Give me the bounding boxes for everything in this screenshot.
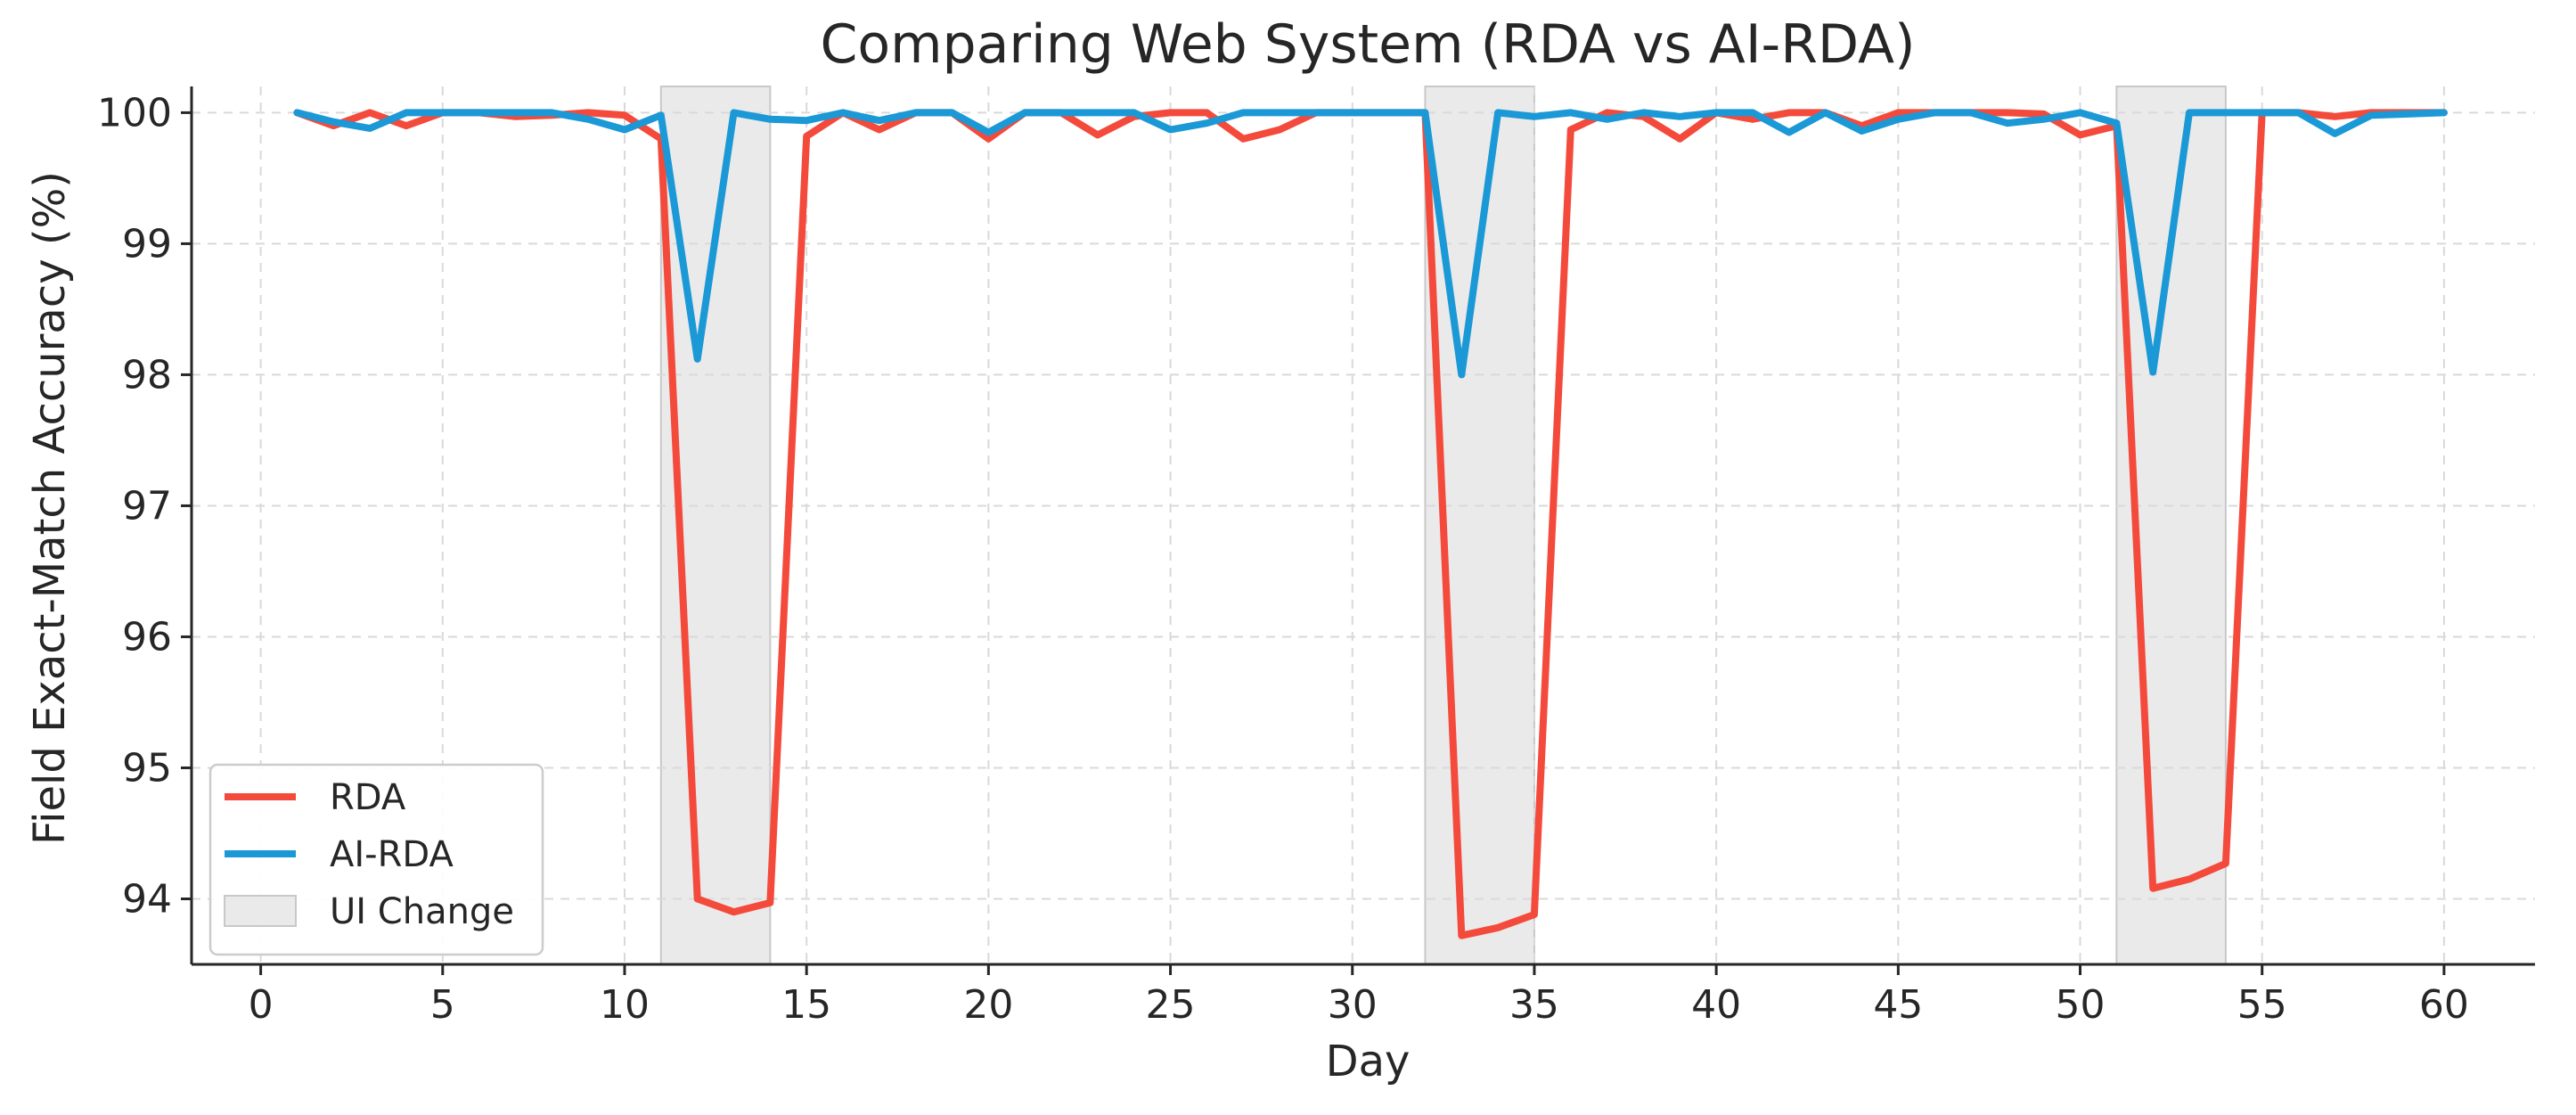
y-tick-label-100: 100 [97,90,172,135]
x-tick-label-0: 0 [249,982,274,1028]
x-tick-label-15: 15 [781,982,831,1028]
axes [190,86,2535,966]
y-tick-label-96: 96 [122,614,172,660]
y-tick-label-98: 98 [122,352,172,398]
series-line-ai-rda [293,109,2448,379]
x-tick-label-40: 40 [1691,982,1741,1028]
x-tick-label-20: 20 [963,982,1013,1028]
chart-title: Comparing Web System (RDA vs AI-RDA) [820,13,1915,76]
y-tick-label-94: 94 [122,876,172,922]
x-tick-label-50: 50 [2056,982,2106,1028]
legend-label-ui-change: UI Change [330,891,514,932]
x-tick-label-10: 10 [600,982,650,1028]
y-axis-label: Field Exact-Match Accuracy (%) [25,171,75,845]
y-tick-label-97: 97 [122,483,172,529]
x-tick-label-5: 5 [430,982,455,1028]
x-tick-label-35: 35 [1509,982,1559,1028]
x-tick-label-60: 60 [2419,982,2469,1028]
tick-labels: 0 5 10 15 20 25 30 35 40 45 50 55 60 94 95 96 97 98 99 100 [97,90,2469,1028]
x-tick-label-55: 55 [2237,982,2287,1028]
x-tick-label-25: 25 [1146,982,1196,1028]
legend-label-rda: RDA [330,777,406,818]
y-tick-label-99: 99 [122,221,172,266]
series-group [293,109,2448,939]
x-axis-label: Day [1326,1037,1411,1086]
legend-label-ai-rda: AI-RDA [330,834,454,875]
legend-swatch-ui-change [224,895,297,927]
x-tick-label-30: 30 [1328,982,1378,1028]
y-tick-label-95: 95 [122,745,172,791]
x-tick-label-45: 45 [1873,982,1923,1028]
legend: RDA AI-RDA UI Change [209,763,544,956]
